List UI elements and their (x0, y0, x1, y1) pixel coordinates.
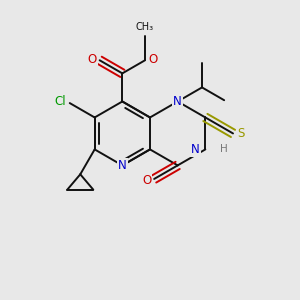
Text: N: N (118, 159, 127, 172)
Text: Cl: Cl (55, 95, 66, 108)
Text: N: N (173, 95, 182, 108)
Text: S: S (237, 127, 245, 140)
Text: O: O (148, 52, 158, 66)
Text: CH₃: CH₃ (136, 22, 154, 32)
Text: H: H (220, 144, 227, 154)
Text: O: O (87, 52, 97, 66)
Text: N: N (191, 143, 200, 156)
Text: O: O (142, 174, 151, 187)
